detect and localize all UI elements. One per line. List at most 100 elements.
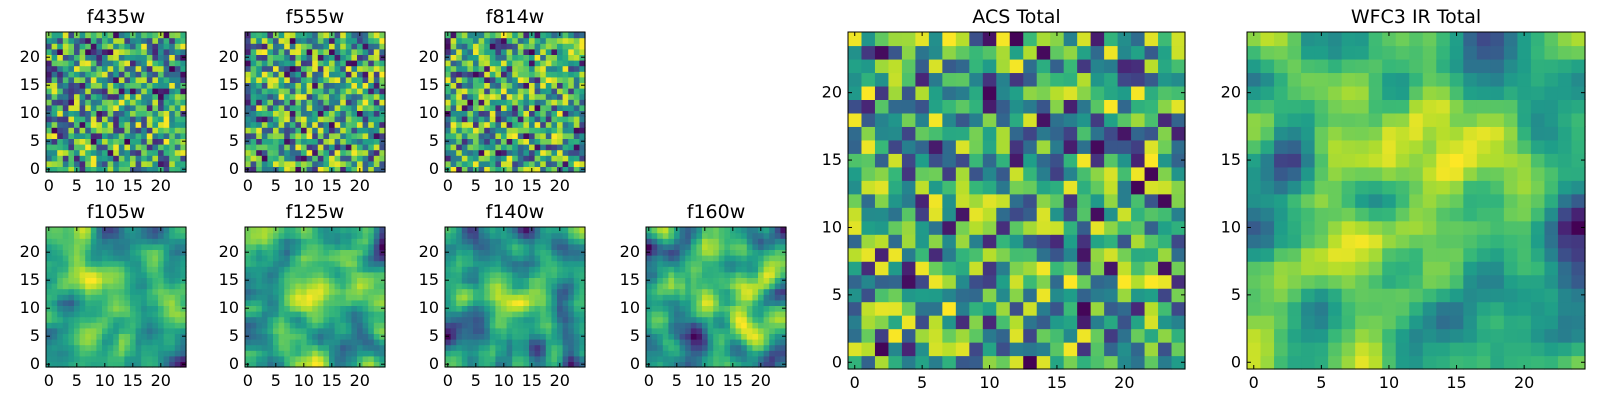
heatmap-cell: [523, 299, 530, 306]
heatmap-cell: [130, 82, 137, 89]
heatmap-cell: [158, 48, 165, 55]
heatmap-cell: [250, 110, 257, 117]
heatmap-cell: [323, 249, 330, 256]
heatmap-cell: [351, 76, 358, 83]
heatmap-cell: [284, 88, 291, 95]
heatmap-cell: [79, 266, 86, 273]
heatmap-cell: [284, 104, 291, 111]
heatmap-cell: [124, 322, 131, 329]
heatmap-cell: [57, 160, 64, 167]
heatmap-cell: [769, 277, 776, 284]
heatmap-cell: [312, 311, 319, 318]
heatmap-cell: [579, 294, 586, 301]
heatmap-cell: [130, 121, 137, 128]
heatmap-cell: [158, 43, 165, 50]
heatmap-cell: [334, 93, 341, 100]
heatmap-cell: [484, 88, 491, 95]
heatmap-cell: [489, 88, 496, 95]
heatmap-cell: [489, 104, 496, 111]
heatmap-cell: [124, 249, 131, 256]
heatmap-cell: [523, 160, 530, 167]
heatmap-cell: [495, 283, 502, 290]
heatmap-cell: [284, 277, 291, 284]
heatmap-cell: [62, 344, 69, 351]
heatmap-cell: [256, 271, 263, 278]
heatmap-cell: [1144, 315, 1159, 330]
heatmap-cell: [1077, 301, 1092, 316]
heatmap-cell: [169, 127, 176, 134]
heatmap-cell: [317, 138, 324, 145]
heatmap-cell: [74, 255, 81, 262]
heatmap-cell: [506, 255, 513, 262]
heatmap-cell: [113, 138, 120, 145]
heatmap-cell: [512, 361, 519, 368]
x-tick-label: 5: [471, 371, 481, 390]
heatmap-cell: [96, 271, 103, 278]
heatmap-cell: [506, 294, 513, 301]
heatmap-cell: [579, 88, 586, 95]
heatmap-cell: [769, 294, 776, 301]
heatmap-cell: [713, 283, 720, 290]
heatmap-cell: [534, 104, 541, 111]
heatmap-cell: [158, 65, 165, 72]
heatmap-cell: [46, 132, 53, 139]
heatmap-cell: [46, 121, 53, 128]
heatmap-cell: [51, 43, 58, 50]
heatmap-cell: [57, 43, 64, 50]
heatmap-cell: [351, 37, 358, 44]
heatmap-cell: [158, 277, 165, 284]
heatmap-cell: [685, 339, 692, 346]
heatmap-cell: [261, 327, 268, 334]
heatmap-cell: [1104, 220, 1119, 235]
heatmap-cell: [685, 277, 692, 284]
heatmap-cell: [562, 110, 569, 117]
heatmap-cell: [96, 350, 103, 357]
heatmap-cell: [1158, 288, 1173, 303]
heatmap-cell: [478, 155, 485, 162]
heatmap-cell: [752, 322, 759, 329]
heatmap-cell: [345, 76, 352, 83]
heatmap-cell: [495, 48, 502, 55]
heatmap-cell: [301, 88, 308, 95]
heatmap-cell: [450, 60, 457, 67]
heatmap-cell: [169, 260, 176, 267]
heatmap-cell: [85, 60, 92, 67]
heatmap-cell: [573, 127, 580, 134]
heatmap-cell: [780, 243, 787, 250]
heatmap-cell: [79, 232, 86, 239]
heatmap-cell: [306, 355, 313, 362]
heatmap-cell: [1117, 261, 1132, 276]
heatmap-cell: [273, 71, 280, 78]
heatmap-cell: [174, 76, 181, 83]
heatmap-cell: [450, 255, 457, 262]
heatmap-cell: [668, 333, 675, 340]
heatmap-cell: [467, 121, 474, 128]
heatmap-cell: [495, 333, 502, 340]
heatmap-cell: [130, 93, 137, 100]
heatmap-cell: [90, 93, 97, 100]
heatmap-cell: [685, 294, 692, 301]
heatmap-cell: [261, 299, 268, 306]
heatmap-cell: [256, 32, 263, 39]
heatmap-cell: [456, 277, 463, 284]
heatmap-cell: [146, 255, 153, 262]
heatmap-cell: [180, 243, 187, 250]
heatmap-cell: [1009, 166, 1024, 181]
heatmap-cell: [534, 277, 541, 284]
heatmap-cell: [301, 305, 308, 312]
heatmap-cell: [317, 88, 324, 95]
heatmap-cell: [85, 361, 92, 368]
heatmap-cell: [557, 333, 564, 340]
heatmap-cell: [169, 99, 176, 106]
heatmap-cell: [373, 54, 380, 61]
heatmap-cell: [484, 299, 491, 306]
heatmap-cell: [135, 243, 142, 250]
heatmap-cell: [763, 255, 770, 262]
heatmap-cell: [646, 327, 653, 334]
heatmap-cell: [102, 132, 109, 139]
heatmap-cell: [368, 344, 375, 351]
heatmap-cell: [74, 344, 81, 351]
heatmap-cell: [312, 149, 319, 156]
heatmap-cell: [368, 227, 375, 234]
heatmap-cell: [158, 271, 165, 278]
